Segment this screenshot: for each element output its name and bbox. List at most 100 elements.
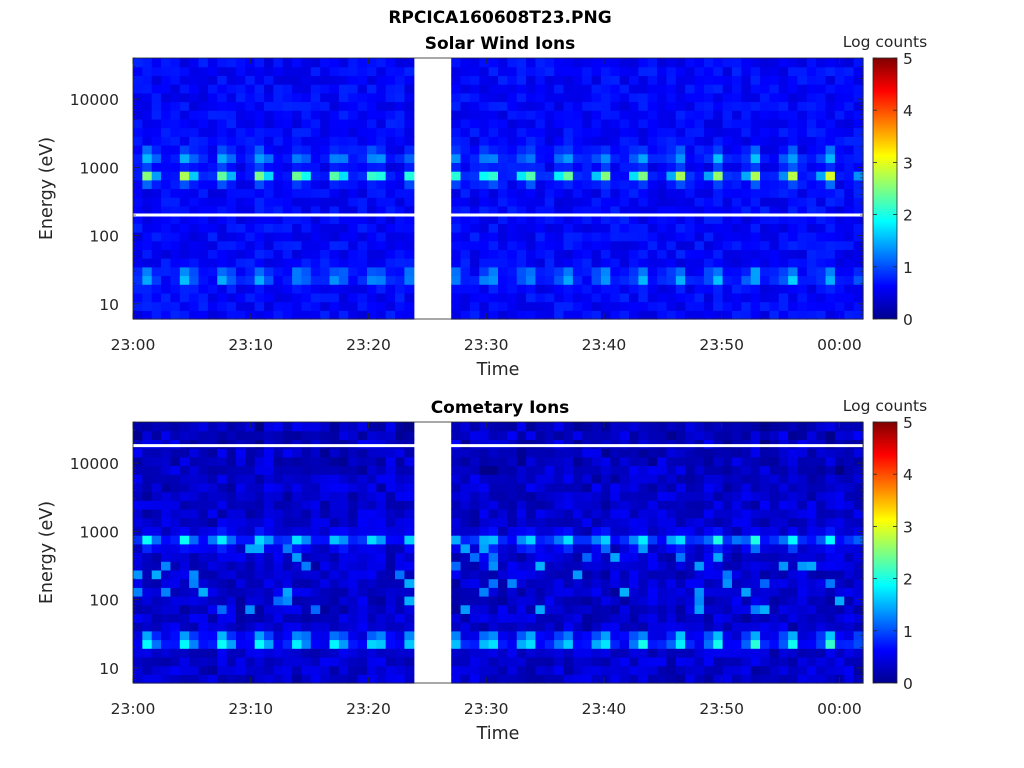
heatmap-cell (806, 491, 817, 501)
colorbar-tick-label: 5 (903, 50, 913, 68)
heatmap-cell (582, 110, 593, 120)
heatmap-cell (591, 656, 602, 667)
heatmap-cell (329, 630, 340, 641)
heatmap-cell (376, 535, 387, 545)
heatmap-cell (572, 674, 583, 684)
heatmap-cell (226, 301, 237, 311)
heatmap-cell (170, 92, 181, 103)
heatmap-cell (179, 517, 190, 527)
heatmap-cell (142, 561, 153, 571)
heatmap-cell (357, 422, 368, 432)
heatmap-cell (488, 66, 499, 76)
heatmap-cell (254, 101, 265, 111)
heatmap-cell (404, 162, 415, 172)
heatmap-cell (844, 543, 855, 554)
heatmap-cell (591, 84, 602, 94)
heatmap-cell (825, 92, 836, 103)
heatmap-cell (554, 101, 565, 111)
heatmap-cell (151, 439, 162, 449)
heatmap-cell (610, 604, 621, 614)
heatmap-cell (694, 526, 705, 536)
x-tick-label: 00:00 (817, 700, 862, 718)
heatmap-cell (189, 439, 200, 449)
heatmap-cell (133, 258, 143, 268)
heatmap-cell (310, 310, 321, 320)
heatmap-cell (170, 509, 181, 519)
heatmap-cell (825, 561, 836, 571)
heatmap-cell (366, 482, 377, 493)
heatmap-cell (207, 665, 218, 675)
heatmap-cell (207, 648, 218, 658)
heatmap-cell (619, 101, 630, 111)
heatmap-cell (629, 145, 639, 155)
heatmap-cell (572, 171, 583, 181)
heatmap-cell (264, 465, 274, 475)
heatmap-cell (675, 118, 686, 129)
heatmap-cell (292, 205, 303, 216)
heatmap-cell (554, 118, 565, 129)
heatmap-cell (647, 622, 658, 632)
heatmap-cell (320, 205, 331, 216)
heatmap-cell (301, 622, 312, 632)
heatmap-cell (338, 509, 349, 519)
heatmap-cell (582, 240, 593, 250)
heatmap-cell (806, 656, 817, 667)
heatmap-cell (151, 145, 162, 155)
heatmap-cell (366, 301, 377, 311)
heatmap-cell (853, 665, 864, 675)
heatmap-cell (507, 188, 518, 198)
heatmap-cell (133, 275, 143, 285)
heatmap-cell (469, 543, 480, 554)
heatmap-cell (722, 275, 733, 285)
heatmap-cell (395, 622, 406, 632)
heatmap-cell (788, 509, 799, 519)
heatmap-cell (245, 75, 256, 85)
heatmap-cell (254, 656, 265, 667)
heatmap-cell (498, 275, 508, 285)
heatmap-cell (310, 543, 321, 554)
heatmap-cell (207, 197, 218, 207)
heatmap-cell (722, 578, 733, 588)
heatmap-cell (320, 127, 331, 137)
heatmap-cell (357, 543, 368, 554)
heatmap-cell (179, 84, 190, 94)
heatmap-cell (600, 674, 611, 684)
heatmap-cell (151, 604, 162, 614)
heatmap-cell (806, 101, 817, 111)
heatmap-cell (469, 205, 480, 216)
heatmap-cell (133, 665, 143, 675)
heatmap-cell (647, 674, 658, 684)
heatmap-cell (778, 561, 789, 571)
heatmap-cell (572, 292, 583, 303)
heatmap-cell (385, 639, 396, 649)
heatmap-cell (320, 491, 331, 501)
heatmap-cell (582, 179, 593, 190)
heatmap-cell (385, 422, 396, 432)
heatmap-cell (853, 569, 864, 580)
heatmap-cell (600, 448, 611, 458)
heatmap-cell (526, 84, 537, 94)
heatmap-cell (198, 587, 209, 597)
heatmap-cell (366, 266, 377, 277)
heatmap-cell (301, 75, 312, 85)
heatmap-cell (226, 101, 237, 111)
heatmap-cell (619, 162, 630, 172)
heatmap-cell (170, 232, 181, 242)
heatmap-cell (329, 491, 340, 501)
heatmap-cell (516, 101, 527, 111)
heatmap-cell (207, 66, 218, 76)
heatmap-cell (769, 456, 780, 467)
heatmap-cell (198, 92, 209, 103)
heatmap-cell (245, 145, 256, 155)
heatmap-cell (816, 240, 827, 250)
heatmap-cell (544, 422, 555, 432)
heatmap-cell (638, 674, 649, 684)
heatmap-cell (806, 118, 817, 129)
heatmap-cell (226, 179, 237, 190)
heatmap-cell (498, 604, 508, 614)
heatmap-cell (516, 535, 527, 545)
heatmap-cell (488, 509, 499, 519)
heatmap-cell (507, 232, 518, 242)
heatmap-cell (282, 171, 293, 181)
heatmap-cell (235, 127, 246, 137)
